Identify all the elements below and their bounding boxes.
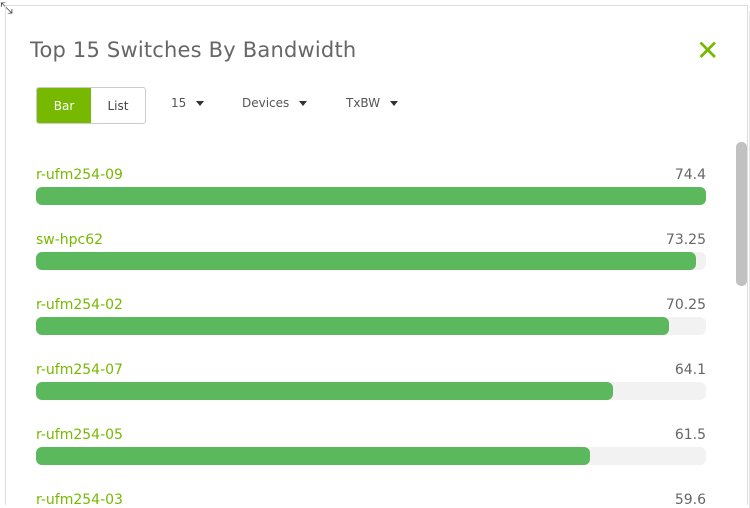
switch-name-link[interactable]: r-ufm254-05 bbox=[36, 427, 123, 443]
bandwidth-value: 64.1 bbox=[674, 362, 706, 378]
bar-fill bbox=[36, 252, 696, 270]
close-icon[interactable]: ✕ bbox=[696, 34, 720, 67]
bar-view-button[interactable]: Bar bbox=[37, 88, 91, 123]
bar-row[interactable]: r-ufm254-05 61.5 bbox=[36, 401, 706, 466]
bar-fill bbox=[36, 187, 706, 205]
bar-row[interactable]: r-ufm254-03 59.6 bbox=[36, 466, 706, 506]
metric-value: TxBW bbox=[346, 96, 381, 110]
bandwidth-value: 59.6 bbox=[674, 492, 706, 506]
scrollbar-thumb[interactable] bbox=[736, 142, 747, 286]
view-toggle: Bar List bbox=[36, 87, 146, 124]
switch-name-link[interactable]: r-ufm254-02 bbox=[36, 297, 123, 313]
bar-track bbox=[36, 187, 706, 205]
chevron-down-icon bbox=[390, 100, 399, 106]
switch-name-link[interactable]: sw-hpc62 bbox=[36, 232, 104, 248]
bar-fill bbox=[36, 382, 614, 400]
count-dropdown[interactable]: 15 bbox=[171, 96, 205, 110]
bandwidth-value: 73.25 bbox=[665, 232, 706, 248]
bar-row[interactable]: r-ufm254-09 74.4 bbox=[36, 141, 706, 206]
bar-list: r-ufm254-09 74.4 sw-hpc62 73.25 r-ufm254-02 7… bbox=[36, 141, 706, 506]
bar-row[interactable]: r-ufm254-07 64.1 bbox=[36, 336, 706, 401]
count-value: 15 bbox=[171, 96, 187, 110]
bar-fill bbox=[36, 317, 669, 335]
bar-track bbox=[36, 447, 706, 465]
bar-track bbox=[36, 382, 706, 400]
widget-panel: Top 15 Switches By Bandwidth ✕ Bar List … bbox=[5, 5, 750, 508]
bandwidth-value: 70.25 bbox=[665, 297, 706, 313]
type-dropdown[interactable]: Devices bbox=[242, 96, 308, 110]
bar-track bbox=[36, 317, 706, 335]
resize-handle-icon[interactable]: ⤡ bbox=[0, 0, 13, 17]
switch-name-link[interactable]: r-ufm254-09 bbox=[36, 167, 123, 183]
bar-fill bbox=[36, 447, 590, 465]
bar-row[interactable]: sw-hpc62 73.25 bbox=[36, 206, 706, 271]
widget-title: Top 15 Switches By Bandwidth bbox=[30, 38, 357, 62]
chevron-down-icon bbox=[299, 100, 308, 106]
bandwidth-value: 61.5 bbox=[674, 427, 706, 443]
chevron-down-icon bbox=[196, 100, 205, 106]
bandwidth-value: 74.4 bbox=[674, 167, 706, 183]
switch-name-link[interactable]: r-ufm254-07 bbox=[36, 362, 123, 378]
bar-row[interactable]: r-ufm254-02 70.25 bbox=[36, 271, 706, 336]
switch-name-link[interactable]: r-ufm254-03 bbox=[36, 492, 123, 506]
metric-dropdown[interactable]: TxBW bbox=[346, 96, 399, 110]
list-view-button[interactable]: List bbox=[107, 98, 129, 113]
type-value: Devices bbox=[242, 96, 290, 110]
bar-track bbox=[36, 252, 706, 270]
